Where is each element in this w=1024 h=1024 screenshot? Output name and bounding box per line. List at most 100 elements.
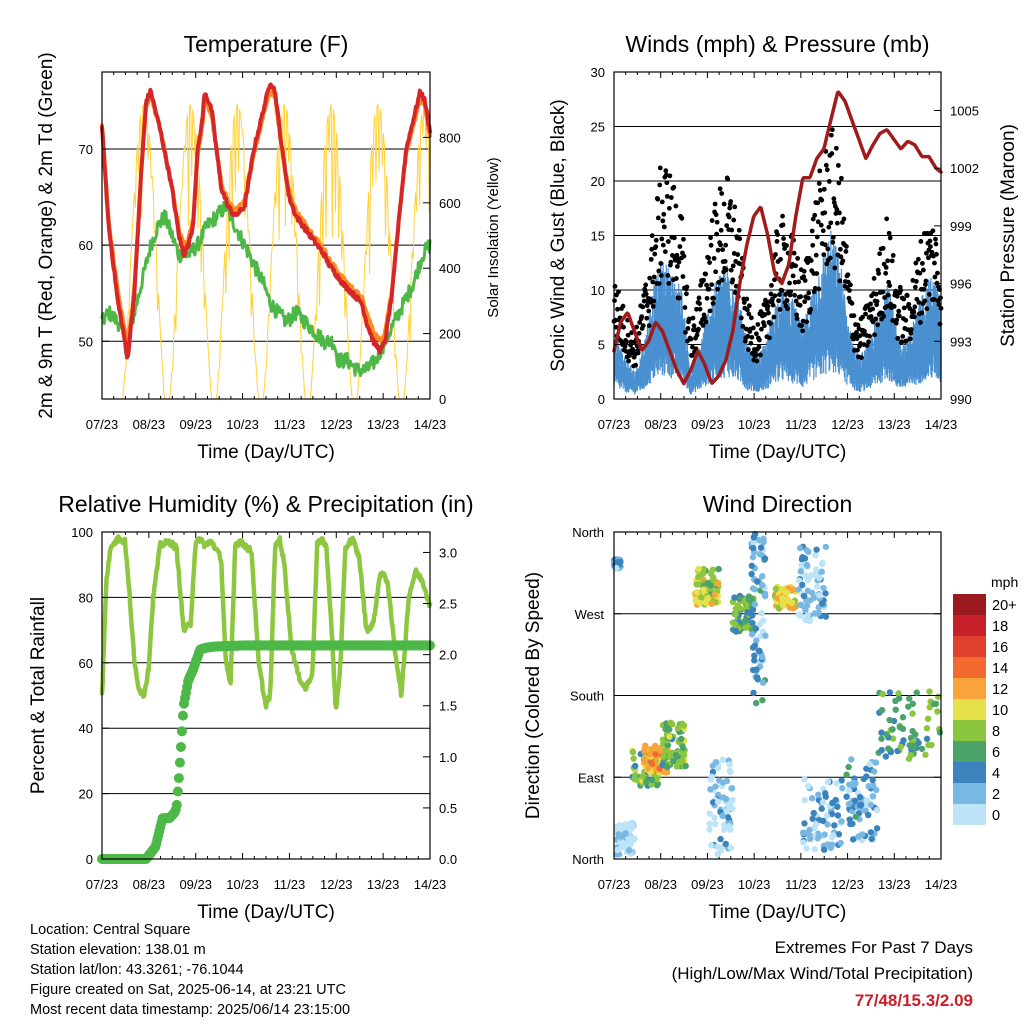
direction-point <box>752 699 760 707</box>
direction-point <box>797 612 804 619</box>
gust-point <box>624 339 629 345</box>
plot-frame-3 <box>101 531 431 860</box>
x-tick-label: 13/23 <box>367 877 400 892</box>
gust-point <box>928 244 933 250</box>
gust-point <box>711 295 717 301</box>
direction-point <box>807 597 814 604</box>
direction-point <box>831 822 838 829</box>
gust-point <box>724 223 730 228</box>
direction-point <box>693 589 701 596</box>
direction-point <box>810 809 817 817</box>
gust-point <box>881 313 887 319</box>
gust-point <box>864 343 870 348</box>
gust-point <box>804 319 810 325</box>
direction-point <box>838 777 845 784</box>
y2-tick-label: 0 <box>439 392 446 407</box>
gust-point <box>706 286 712 292</box>
gust-point <box>918 239 924 244</box>
direction-point <box>812 821 820 828</box>
gust-point <box>746 303 752 309</box>
direction-point <box>923 725 931 732</box>
y2-tick-label: 200 <box>439 327 461 342</box>
direction-point <box>720 794 727 801</box>
gust-point <box>714 231 720 237</box>
y2-tick-label: 1.5 <box>439 699 457 714</box>
y2-tick-label: 1.0 <box>439 750 457 765</box>
gust-point <box>896 308 902 314</box>
gust-point <box>707 308 713 314</box>
gust-point <box>707 260 712 265</box>
gust-point <box>840 258 846 264</box>
gust-point <box>923 282 928 288</box>
gust-point <box>727 205 733 211</box>
direction-point <box>758 610 765 617</box>
gust-point <box>648 256 654 262</box>
x-tick-label: 13/23 <box>878 417 911 432</box>
gust-point <box>781 236 786 241</box>
elevation-text: Station elevation: 138.01 m <box>30 942 206 958</box>
gust-point <box>732 290 738 296</box>
gust-point <box>841 216 847 222</box>
y-tick-label: 20 <box>591 174 605 189</box>
direction-point <box>749 606 757 613</box>
gust-point <box>647 275 653 281</box>
gust-point <box>800 328 806 334</box>
direction-point <box>615 831 622 838</box>
gust-point <box>927 238 933 244</box>
gust-point <box>862 328 867 334</box>
gust-point <box>868 301 873 307</box>
y-tick-label: 0 <box>86 852 93 867</box>
gust-point <box>900 333 906 339</box>
direction-point <box>808 795 816 802</box>
direction-point <box>750 689 757 697</box>
direction-point <box>727 768 734 776</box>
rainfall-point <box>175 741 186 752</box>
gust-point <box>816 181 822 186</box>
direction-point <box>913 689 920 696</box>
gust-point <box>750 325 756 331</box>
y-tick-label: 40 <box>79 721 93 736</box>
gust-point <box>884 216 890 222</box>
y-tick-label: 80 <box>79 590 93 605</box>
direction-point <box>788 599 796 606</box>
gust-point <box>656 268 662 274</box>
direction-point <box>843 793 850 800</box>
direction-point <box>862 806 869 814</box>
direction-point <box>745 593 753 600</box>
gust-point <box>826 179 832 184</box>
y2-tick-label: 0.5 <box>439 801 457 816</box>
direction-point <box>715 565 722 573</box>
gust-point <box>848 282 853 288</box>
gust-point <box>694 332 700 338</box>
direction-point <box>708 773 715 780</box>
gust-point <box>657 165 663 171</box>
direction-point <box>832 796 839 804</box>
direction-point <box>615 825 622 833</box>
gust-point <box>880 245 886 251</box>
direction-point <box>753 666 760 673</box>
gust-point <box>709 218 715 223</box>
gust-point <box>901 305 907 311</box>
colorbar-swatch <box>953 699 986 720</box>
direction-point <box>709 566 717 573</box>
gust-point <box>713 269 719 275</box>
gust-point <box>671 184 677 190</box>
y2-tick-label: 2.0 <box>439 648 457 663</box>
station-info: Location: Central Square Station elevati… <box>30 920 350 1020</box>
direction-point <box>711 820 719 828</box>
direction-point <box>619 839 626 846</box>
x-axis-label-1: Time (Day/UTC) <box>197 442 335 463</box>
gust-point <box>703 271 708 277</box>
gust-point <box>875 322 881 328</box>
direction-point <box>801 797 808 804</box>
direction-point <box>926 688 933 695</box>
gust-point <box>827 255 833 261</box>
colorbar-level-label: 12 <box>992 682 1008 698</box>
direction-point <box>662 725 669 733</box>
gust-point <box>637 320 643 325</box>
x-tick-label: 10/23 <box>226 877 259 892</box>
gust-point <box>680 274 686 279</box>
rainfall-point <box>174 757 185 768</box>
gust-point <box>854 336 860 342</box>
gust-point <box>835 163 841 168</box>
